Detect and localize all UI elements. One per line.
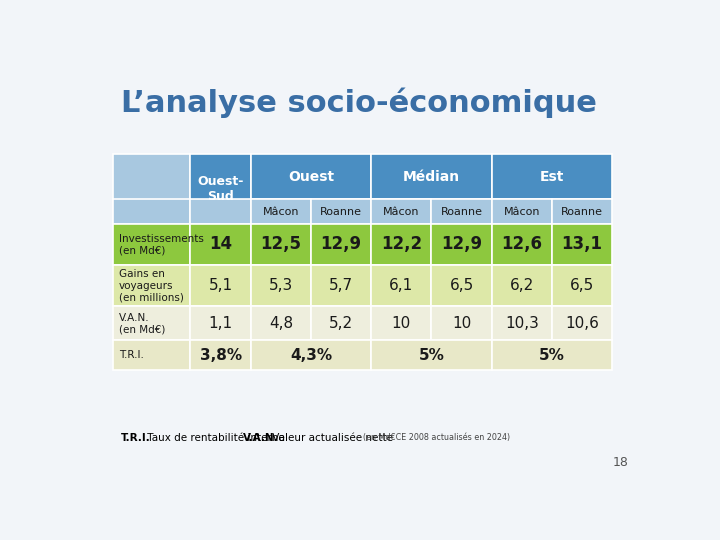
Text: 4,3%: 4,3% [290,348,332,363]
Bar [190,341,251,370]
Bar [251,306,311,341]
Text: L’analyse socio-économique: L’analyse socio-économique [121,87,597,118]
Bar [372,199,431,224]
Bar [114,341,190,370]
Text: 12,9: 12,9 [441,235,482,253]
Bar [372,265,431,306]
Bar [114,199,190,224]
Text: Roanne: Roanne [561,207,603,217]
Bar [114,154,190,224]
Bar [552,265,612,306]
Text: 4,8: 4,8 [269,316,293,331]
Bar [552,306,612,341]
Text: 1,1: 1,1 [209,316,233,331]
Bar [251,265,311,306]
Text: Investissements
(en Md€): Investissements (en Md€) [119,234,204,255]
Text: Médian: Médian [403,170,460,184]
Bar [431,306,492,341]
Text: 10,3: 10,3 [505,316,539,331]
Bar [311,265,372,306]
Text: 5%: 5% [418,348,444,363]
Text: Gains en
voyageurs
(en millions): Gains en voyageurs (en millions) [119,269,184,302]
Text: Ouest-
Sud: Ouest- Sud [197,175,244,203]
Text: Taux de rentabilité interne: Taux de rentabilité interne [144,433,292,443]
Bar [492,306,552,341]
Bar [190,199,251,224]
Bar [492,224,552,265]
Bar [552,199,612,224]
Text: 5%: 5% [539,348,565,363]
Bar [190,265,251,306]
Text: 5,3: 5,3 [269,278,293,293]
Text: 12,5: 12,5 [261,235,302,253]
Bar [372,341,492,370]
Bar [492,341,612,370]
Text: 18: 18 [613,456,629,469]
Text: 13,1: 13,1 [562,235,603,253]
Bar [114,224,190,265]
Text: T.R.I.: T.R.I. [121,433,150,443]
Text: 12,9: 12,9 [320,235,361,253]
Text: 6,5: 6,5 [449,278,474,293]
Bar [311,224,372,265]
Bar [114,265,190,306]
Bar [431,224,492,265]
Bar [251,199,311,224]
Text: Valeur actualisée nette: Valeur actualisée nette [269,433,397,443]
Text: 6,1: 6,1 [390,278,413,293]
Bar [251,341,372,370]
Text: 5,1: 5,1 [209,278,233,293]
Text: Mâcon: Mâcon [504,207,540,217]
Text: 5,2: 5,2 [329,316,354,331]
Bar [190,154,251,224]
Text: (en Md€CE 2008 actualisés en 2024): (en Md€CE 2008 actualisés en 2024) [363,433,510,442]
Bar [492,199,552,224]
Text: 10,6: 10,6 [565,316,599,331]
Bar [251,224,311,265]
Bar [431,265,492,306]
Text: Roanne: Roanne [441,207,482,217]
Text: Ouest: Ouest [288,170,334,184]
Bar [372,224,431,265]
Text: Mâcon: Mâcon [383,207,420,217]
Text: 5,7: 5,7 [329,278,354,293]
Bar [311,306,372,341]
Text: T.R.I.: T.R.I. [119,350,144,360]
Bar [552,224,612,265]
Text: 6,2: 6,2 [510,278,534,293]
Text: V.A.N.: V.A.N. [243,433,279,443]
Text: 10: 10 [452,316,472,331]
Text: 10: 10 [392,316,411,331]
Bar [190,306,251,341]
Text: 12,6: 12,6 [501,235,542,253]
Text: 14: 14 [209,235,232,253]
Text: 3,8%: 3,8% [199,348,242,363]
Text: 12,2: 12,2 [381,235,422,253]
Text: Est: Est [540,170,564,184]
Bar [492,265,552,306]
Bar [114,306,190,341]
Text: V.A.N.
(en Md€): V.A.N. (en Md€) [119,313,166,334]
Bar [372,154,492,199]
Text: Roanne: Roanne [320,207,362,217]
Bar [431,199,492,224]
Bar [311,199,372,224]
Bar [251,154,372,199]
Text: 6,5: 6,5 [570,278,594,293]
Bar [492,154,612,199]
Text: Mâcon: Mâcon [263,207,299,217]
Bar [190,224,251,265]
Bar [372,306,431,341]
